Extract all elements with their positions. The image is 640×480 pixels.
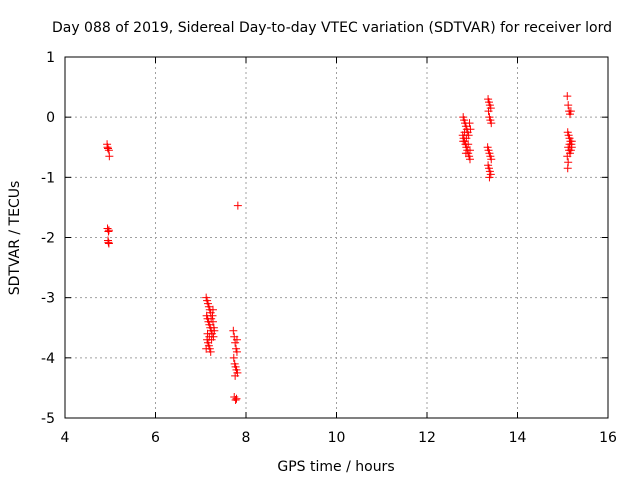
data-point <box>232 347 241 356</box>
data-point <box>208 305 217 314</box>
data-point <box>229 353 238 362</box>
data-point <box>205 332 214 341</box>
data-point <box>563 152 572 161</box>
data-point <box>564 101 573 110</box>
x-tick-label: 8 <box>242 430 251 446</box>
data-point <box>231 395 240 404</box>
data-point <box>461 149 470 158</box>
data-point <box>229 326 238 335</box>
data-point <box>484 107 493 116</box>
y-tick-label: -5 <box>41 411 55 427</box>
grid-lines <box>65 57 608 418</box>
x-axis-label: GPS time / hours <box>277 459 394 475</box>
data-point <box>566 107 575 116</box>
data-point <box>465 119 474 128</box>
x-tick-label: 16 <box>599 430 617 446</box>
data-point <box>104 226 113 235</box>
data-point <box>465 146 474 155</box>
y-tick-label: -2 <box>41 231 55 247</box>
y-tick-label: -3 <box>41 291 55 307</box>
data-point <box>232 335 241 344</box>
data-point <box>231 371 240 380</box>
data-point <box>105 152 114 161</box>
data-point <box>232 394 241 403</box>
data-point <box>202 344 211 353</box>
x-tick-label: 12 <box>418 430 436 446</box>
y-tick-label: 0 <box>46 110 55 126</box>
x-tick-label: 14 <box>509 430 527 446</box>
data-point <box>207 314 216 323</box>
data-point <box>210 326 219 335</box>
plot-frame <box>64 56 609 419</box>
data-point <box>460 128 469 137</box>
data-point <box>464 140 473 149</box>
data-points <box>103 92 576 404</box>
y-axis-label: SDTVAR / TECUs <box>7 181 23 296</box>
data-point <box>206 347 215 356</box>
data-point <box>487 155 496 164</box>
tick-labels: 4 6 8 10 12 14 16 -5 -4 -3 -2 -1 0 1 <box>41 50 617 446</box>
data-point <box>466 125 475 134</box>
x-tick-label: 10 <box>328 430 346 446</box>
x-tick-label: 4 <box>61 430 70 446</box>
data-point <box>233 201 242 210</box>
chart-title: Day 088 of 2019, Sidereal Day-to-day VTE… <box>52 20 612 36</box>
data-point <box>103 143 112 152</box>
data-point <box>459 137 468 146</box>
data-point <box>563 164 572 173</box>
x-tick-label: 6 <box>151 430 160 446</box>
y-tick-label: 1 <box>46 50 55 66</box>
data-point <box>465 155 474 164</box>
data-point <box>485 173 494 182</box>
data-point <box>104 238 113 247</box>
data-point <box>487 119 496 128</box>
y-tick-label: -1 <box>41 170 55 186</box>
y-tick-label: -4 <box>41 351 55 367</box>
data-point <box>563 92 572 101</box>
data-point <box>567 137 576 146</box>
